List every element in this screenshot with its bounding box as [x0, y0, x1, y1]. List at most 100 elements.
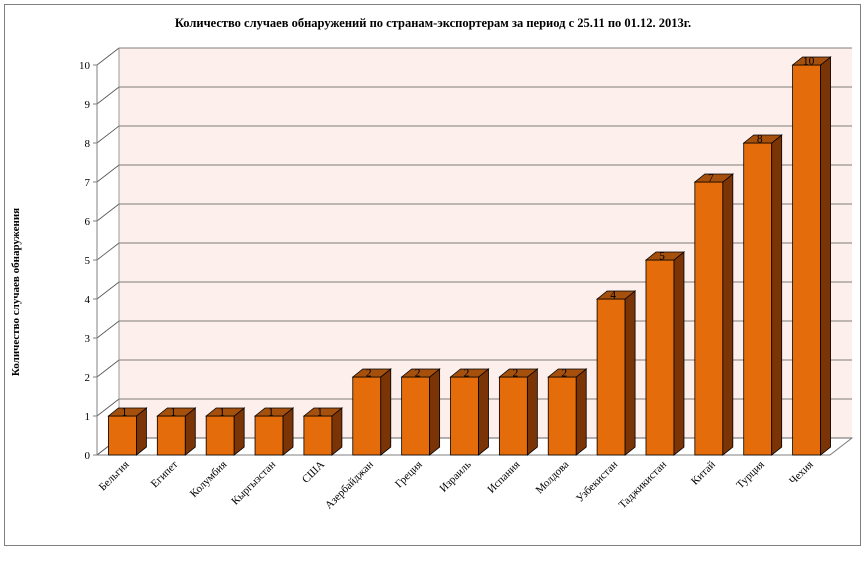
- data-label: 1: [268, 407, 274, 419]
- bar: [791, 56, 832, 456]
- gridline-side: [96, 281, 120, 300]
- gridline-side: [96, 125, 120, 144]
- y-tick-label: 7: [85, 177, 91, 189]
- bar-side: [722, 173, 734, 456]
- y-tick-label: 8: [85, 138, 91, 150]
- bar-front: [694, 181, 724, 456]
- data-label: 1: [170, 407, 176, 419]
- x-category-label: Чехия: [787, 459, 816, 488]
- bar: [547, 368, 588, 456]
- bar: [107, 407, 148, 456]
- bar-top: [595, 290, 637, 300]
- data-label: 8: [757, 134, 763, 146]
- bar-side: [820, 56, 831, 456]
- bar: [742, 134, 783, 456]
- bar-side: [478, 368, 489, 456]
- data-label: 10: [803, 56, 815, 68]
- gridline-side: [96, 242, 120, 261]
- bars: [107, 56, 832, 456]
- y-tick-label: 3: [85, 333, 91, 345]
- bar: [449, 368, 490, 456]
- bar-top: [156, 407, 197, 417]
- x-category-label: Израиль: [438, 459, 474, 495]
- bar-top: [644, 251, 686, 261]
- bar-top: [302, 407, 344, 417]
- bar-top: [742, 134, 783, 144]
- bar-top: [351, 368, 392, 378]
- x-category-label: Азербайджан: [323, 459, 376, 512]
- data-label: 7: [708, 173, 714, 185]
- bar-front: [205, 415, 235, 456]
- y-tick-label: 2: [85, 372, 91, 384]
- x-category-label: Египет: [149, 459, 181, 491]
- bar: [693, 173, 734, 456]
- gridline-side: [96, 398, 120, 417]
- bar-top: [547, 368, 588, 378]
- bar-side: [624, 290, 636, 456]
- data-label: 1: [122, 407, 128, 419]
- x-category-labels: Бельгия Египет Колумбия Кыргызстан СШААзерба…: [97, 459, 816, 512]
- data-label: 2: [415, 368, 421, 380]
- bar: [253, 407, 295, 456]
- bar-top: [449, 368, 490, 378]
- y-tick-label: 0: [85, 450, 91, 462]
- bar-front: [645, 259, 675, 456]
- y-tick-label: 1: [85, 411, 91, 423]
- gridline-side: [96, 359, 120, 378]
- data-labels: 1 1 1 1 1 2 2 2 2 2 4 5 7 8 10: [122, 56, 815, 419]
- bar-front: [596, 298, 626, 456]
- y-tick-label: 4: [85, 294, 91, 306]
- bar-front: [108, 415, 137, 456]
- data-label: 2: [561, 368, 567, 380]
- x-category-label: Испания: [485, 459, 522, 496]
- x-axis-end-line: [829, 437, 853, 456]
- bar-top: [253, 407, 295, 417]
- x-category-label: Китай: [689, 459, 718, 488]
- data-label: 5: [659, 251, 665, 263]
- x-category-label: Бельгия: [97, 459, 132, 494]
- gridline-side: [96, 47, 120, 66]
- bar: [205, 407, 246, 456]
- bar-side: [526, 368, 538, 456]
- y-tick-label: 10: [79, 60, 91, 72]
- x-category-label: Греция: [393, 459, 425, 491]
- x-category-label: Узбекистан: [574, 459, 620, 505]
- x-category-label: Турция: [734, 459, 767, 492]
- bar: [351, 368, 392, 456]
- bar-side: [429, 368, 441, 456]
- bar: [595, 290, 637, 456]
- bar-top: [107, 407, 148, 417]
- bar-side: [673, 251, 685, 456]
- data-label: 2: [464, 368, 470, 380]
- y-tick-label: 9: [85, 99, 91, 111]
- data-label: 4: [610, 290, 616, 302]
- bar-front: [156, 415, 186, 456]
- bar: [498, 368, 539, 456]
- bar-side: [771, 134, 783, 456]
- bar: [400, 368, 441, 456]
- y-tick-label: 6: [85, 216, 91, 228]
- bar-front: [743, 142, 773, 456]
- bar: [302, 407, 344, 456]
- x-category-label: Таджикистан: [617, 459, 670, 512]
- bar-front: [792, 64, 821, 456]
- gridline-side: [96, 164, 120, 183]
- bar-front: [254, 415, 284, 456]
- gridline-side: [96, 86, 120, 105]
- x-category-label: США: [300, 459, 327, 486]
- bar-front: [547, 376, 577, 456]
- x-category-label: Колумбия: [188, 459, 229, 500]
- y-tick-label: 5: [85, 255, 91, 267]
- data-label: 1: [317, 407, 323, 419]
- bar-top: [791, 56, 832, 66]
- bar-front: [498, 376, 528, 456]
- bar-front: [352, 376, 382, 456]
- bar-front: [303, 415, 333, 456]
- bar-front: [450, 376, 479, 456]
- bar-top: [693, 173, 734, 183]
- bar-top: [205, 407, 246, 417]
- bar: [644, 251, 686, 456]
- x-category-label: Молдова: [534, 459, 572, 497]
- gridline-side: [96, 320, 120, 339]
